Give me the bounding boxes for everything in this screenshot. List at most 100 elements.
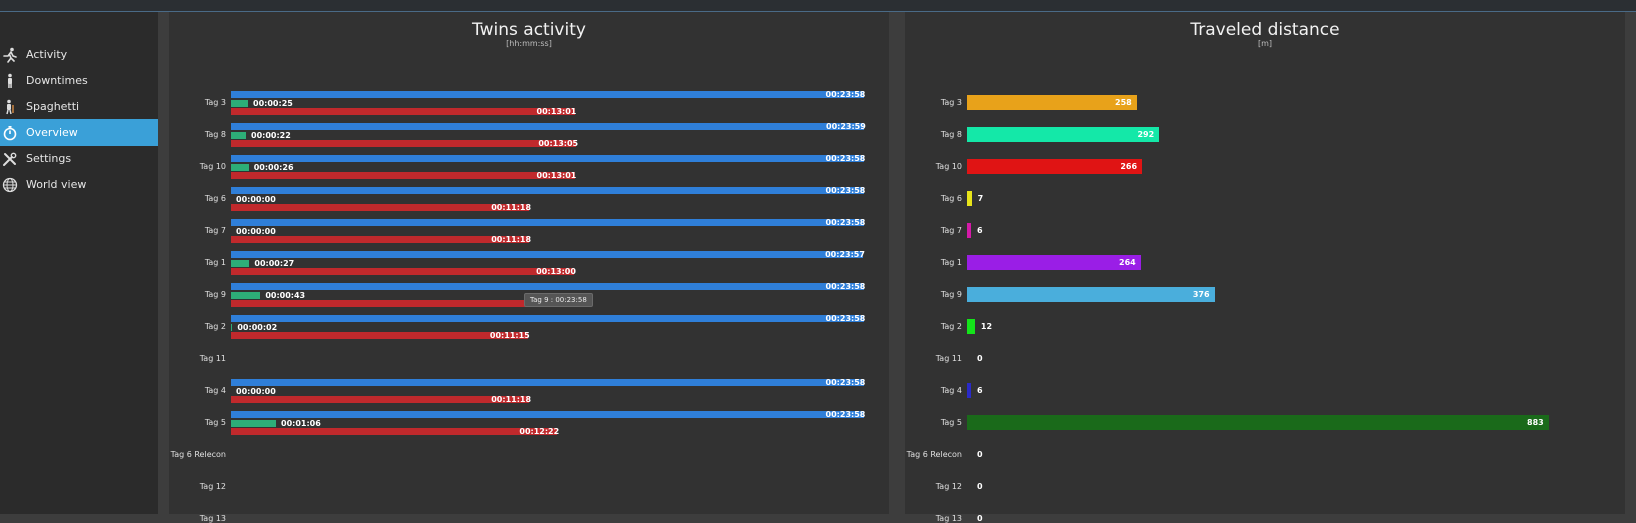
sidebar-item-label: Downtimes xyxy=(26,74,88,87)
idle-time-bar xyxy=(231,396,530,403)
distance-bar xyxy=(967,223,971,238)
category-label: Tag 11 xyxy=(935,354,962,363)
category-label: Tag 10 xyxy=(935,162,962,171)
total-time-bar xyxy=(231,379,864,386)
total-time-bar xyxy=(231,187,864,194)
idle-time-label: 00:13:00 xyxy=(536,267,576,276)
sidebar-item-downtimes[interactable]: Downtimes xyxy=(0,67,158,94)
active-time-bar xyxy=(231,292,261,299)
category-label: Tag 6 xyxy=(204,194,226,203)
category-label: Tag 13 xyxy=(199,514,226,523)
total-time-label: 00:23:59 xyxy=(826,122,866,131)
distance-bar xyxy=(967,383,971,398)
category-label: Tag 3 xyxy=(204,98,226,107)
category-label: Tag 7 xyxy=(940,226,962,235)
active-time-bar xyxy=(231,100,249,107)
idle-time-label: 00:12:22 xyxy=(519,427,560,436)
sidebar-item-world-view[interactable]: World view xyxy=(0,171,158,198)
sidebar-item-label: Overview xyxy=(26,126,78,139)
category-label: Tag 4 xyxy=(940,386,962,395)
category-label: Tag 6 Relecon xyxy=(906,450,962,459)
total-time-bar xyxy=(231,283,864,290)
total-time-bar xyxy=(231,219,864,226)
distance-bar xyxy=(967,159,1143,174)
active-time-bar xyxy=(231,260,250,267)
active-time-label: 00:00:43 xyxy=(265,291,306,300)
active-time-label: 00:00:02 xyxy=(237,323,278,332)
sidebar-item-settings[interactable]: Settings xyxy=(0,145,158,172)
active-time-bar xyxy=(231,132,246,139)
sidebar-item-activity[interactable]: Activity xyxy=(0,41,158,68)
idle-time-label: 00:11:18 xyxy=(491,235,532,244)
idle-time-label: 00:11:15 xyxy=(489,331,530,340)
distance-value-label: 266 xyxy=(1120,162,1138,171)
total-time-label: 00:23:58 xyxy=(825,186,866,195)
distance-bar xyxy=(967,287,1215,302)
total-time-bar xyxy=(231,251,864,258)
distance-bar xyxy=(967,127,1160,142)
stopwatch-icon xyxy=(2,125,18,141)
idle-time-label: 00:13:01 xyxy=(536,107,577,116)
category-label: Tag 8 xyxy=(940,130,962,139)
category-label: Tag 1 xyxy=(940,258,962,267)
sidebar-item-label: Spaghetti xyxy=(26,100,80,113)
top-bar xyxy=(0,0,1636,12)
category-label: Tag 5 xyxy=(204,418,226,427)
sidebar-item-spaghetti[interactable]: Spaghetti xyxy=(0,93,158,120)
total-time-label: 00:23:58 xyxy=(825,410,866,419)
category-label: Tag 11 xyxy=(199,354,226,363)
idle-time-label: 00:11:18 xyxy=(491,203,532,212)
category-label: Tag 5 xyxy=(940,418,962,427)
total-time-label: 00:23:58 xyxy=(825,154,866,163)
distance-value-label: 0 xyxy=(977,450,983,459)
category-label: Tag 2 xyxy=(204,322,226,331)
idle-time-label: 00:13:01 xyxy=(536,171,577,180)
active-time-label: 00:01:06 xyxy=(281,419,321,428)
bar-tooltip: Tag 9 : 00:23:58 xyxy=(524,293,593,307)
category-label: Tag 12 xyxy=(935,482,962,491)
total-time-bar xyxy=(231,123,864,130)
idle-time-bar xyxy=(231,428,558,435)
chart-title: Twins activity xyxy=(472,20,586,40)
category-label: Tag 4 xyxy=(204,386,226,395)
active-time-label: 00:00:00 xyxy=(236,227,276,236)
distance-value-label: 0 xyxy=(977,354,983,363)
sidebar-item-overview[interactable]: Overview xyxy=(0,119,158,146)
standing-person-icon xyxy=(2,73,18,89)
active-time-label: 00:00:25 xyxy=(253,99,293,108)
chart-subtitle: [m] xyxy=(1257,39,1273,48)
total-time-label: 00:23:58 xyxy=(825,378,866,387)
distance-bar xyxy=(967,319,975,334)
idle-time-bar xyxy=(231,204,530,211)
total-time-bar xyxy=(231,91,864,98)
category-label: Tag 8 xyxy=(204,130,226,139)
distance-value-label: 883 xyxy=(1527,418,1544,427)
active-time-bar xyxy=(231,420,276,427)
total-time-bar xyxy=(231,411,864,418)
category-label: Tag 3 xyxy=(940,98,962,107)
sidebar-item-label: Settings xyxy=(26,152,72,165)
active-time-bar xyxy=(231,164,249,171)
idle-time-bar xyxy=(231,172,575,179)
sidebar-item-label: Activity xyxy=(26,48,68,61)
globe-icon xyxy=(2,177,18,193)
distance-value-label: 258 xyxy=(1115,98,1132,107)
distance-value-label: 292 xyxy=(1137,130,1155,139)
distance-value-label: 7 xyxy=(977,194,984,203)
total-time-label: 00:23:58 xyxy=(825,282,866,291)
sidebar: Activity Downtimes Spaghetti Overview Se… xyxy=(0,12,158,514)
running-person-icon xyxy=(2,47,18,63)
category-label: Tag 9 xyxy=(204,290,226,299)
distance-bar xyxy=(967,255,1141,270)
chart-title: Traveled distance xyxy=(1190,20,1340,40)
distance-value-label: 264 xyxy=(1119,258,1136,267)
twins-activity-panel: Twins activity [hh:mm:ss] Tag 3 00:23:58 0… xyxy=(169,12,889,523)
total-time-bar xyxy=(231,155,864,162)
tools-icon xyxy=(2,151,18,167)
idle-time-bar xyxy=(231,140,577,147)
category-label: Tag 13 xyxy=(935,514,962,523)
category-label: Tag 9 xyxy=(940,290,962,299)
distance-value-label: 0 xyxy=(977,514,983,523)
category-label: Tag 6 xyxy=(940,194,962,203)
distance-value-label: 376 xyxy=(1192,290,1210,299)
